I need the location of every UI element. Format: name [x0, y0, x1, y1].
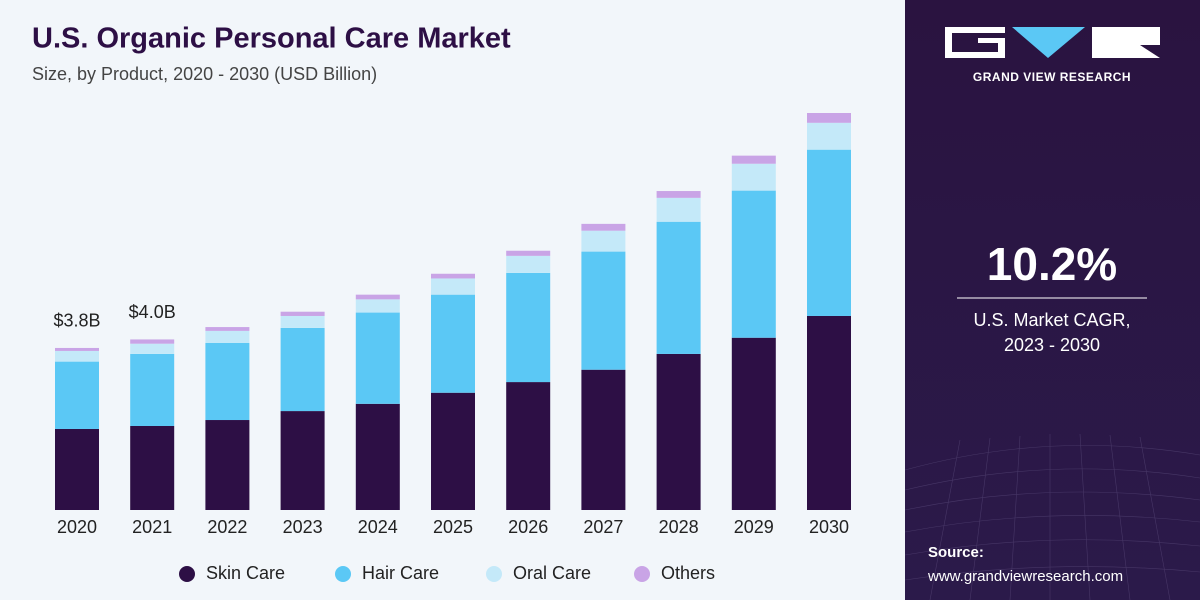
source-url[interactable]: www.grandviewresearch.com [927, 568, 1123, 585]
x-tick-label: 2025 [433, 517, 473, 537]
logo-r [1092, 27, 1160, 58]
bar-segment [431, 273, 475, 279]
bar-segment [656, 197, 701, 222]
bar-segment [506, 255, 551, 273]
bar-segment [656, 353, 701, 510]
legend-marker [486, 566, 502, 582]
bar-segment [581, 223, 626, 231]
bar-segment [731, 155, 776, 164]
bar-segment [506, 272, 551, 383]
logo-v [1012, 27, 1085, 58]
bar-segment [581, 230, 626, 252]
legend-marker [179, 566, 195, 582]
bar-segment [55, 350, 99, 362]
legend-label: Skin Care [206, 563, 285, 583]
bar-segment [731, 163, 776, 191]
bar-segment [656, 221, 701, 354]
x-tick-label: 2030 [809, 517, 849, 537]
x-tick-label: 2023 [283, 517, 323, 537]
bar-segment [731, 190, 776, 338]
bar-segment [130, 343, 175, 354]
x-tick-label: 2028 [659, 517, 699, 537]
legend-marker [634, 566, 650, 582]
bar-segment [355, 299, 400, 313]
side-panel [905, 0, 1200, 600]
bar-segment [807, 113, 851, 123]
x-tick-label: 2022 [207, 517, 247, 537]
bar-segment [280, 315, 325, 328]
bar-segment [731, 337, 776, 510]
bar-segment [280, 411, 325, 510]
bar-segment [355, 403, 400, 510]
bar-segment [205, 342, 250, 421]
legend-label: Oral Care [513, 563, 591, 583]
x-tick-label: 2024 [358, 517, 398, 537]
bar-segment [205, 327, 250, 331]
logo [945, 27, 1160, 58]
bar-segment [506, 250, 551, 256]
bar-segment [55, 428, 99, 510]
chart-title: U.S. Organic Personal Care Market [32, 23, 511, 55]
x-tick-label: 2027 [583, 517, 623, 537]
bar-segment [205, 330, 250, 343]
bar-segment [807, 315, 851, 510]
bar-segment [431, 294, 475, 393]
bar-segment [130, 353, 175, 426]
bar-segment [656, 191, 701, 198]
bar-segment [355, 294, 400, 300]
bar-segment [280, 327, 325, 412]
legend-marker [335, 566, 351, 582]
bar-segment [581, 251, 626, 370]
chart-subtitle: Size, by Product, 2020 - 2030 (USD Billi… [32, 64, 377, 84]
bar-segment [807, 122, 851, 150]
legend-label: Hair Care [362, 563, 439, 583]
bar-segment [431, 278, 475, 295]
bar-segment [55, 347, 99, 351]
x-tick-label: 2020 [57, 517, 97, 537]
bar-segment [581, 369, 626, 510]
cagr-value: 10.2% [987, 238, 1117, 290]
cagr-caption: 2023 - 2030 [1004, 335, 1100, 355]
logo-g [945, 27, 1005, 58]
legend-label: Others [661, 563, 715, 583]
x-tick-label: 2026 [508, 517, 548, 537]
bar-segment [506, 382, 551, 510]
bar-segment [55, 361, 99, 429]
value-label: $3.8B [53, 311, 100, 331]
cagr-caption: U.S. Market CAGR, [973, 310, 1130, 330]
brand: GRAND VIEW RESEARCH [973, 70, 1131, 84]
bar-segment [355, 312, 400, 404]
bar-segment [807, 149, 851, 316]
source-label: Source: [928, 544, 984, 561]
bar-segment [130, 425, 175, 510]
grid-decoration [904, 433, 1200, 600]
bar-segment [431, 392, 475, 510]
x-tick-label: 2021 [132, 517, 172, 537]
bar-segment [280, 311, 325, 316]
x-tick-label: 2029 [734, 517, 774, 537]
bar-segment [205, 420, 250, 510]
bar-segment [130, 339, 175, 344]
value-label: $4.0B [129, 302, 176, 322]
